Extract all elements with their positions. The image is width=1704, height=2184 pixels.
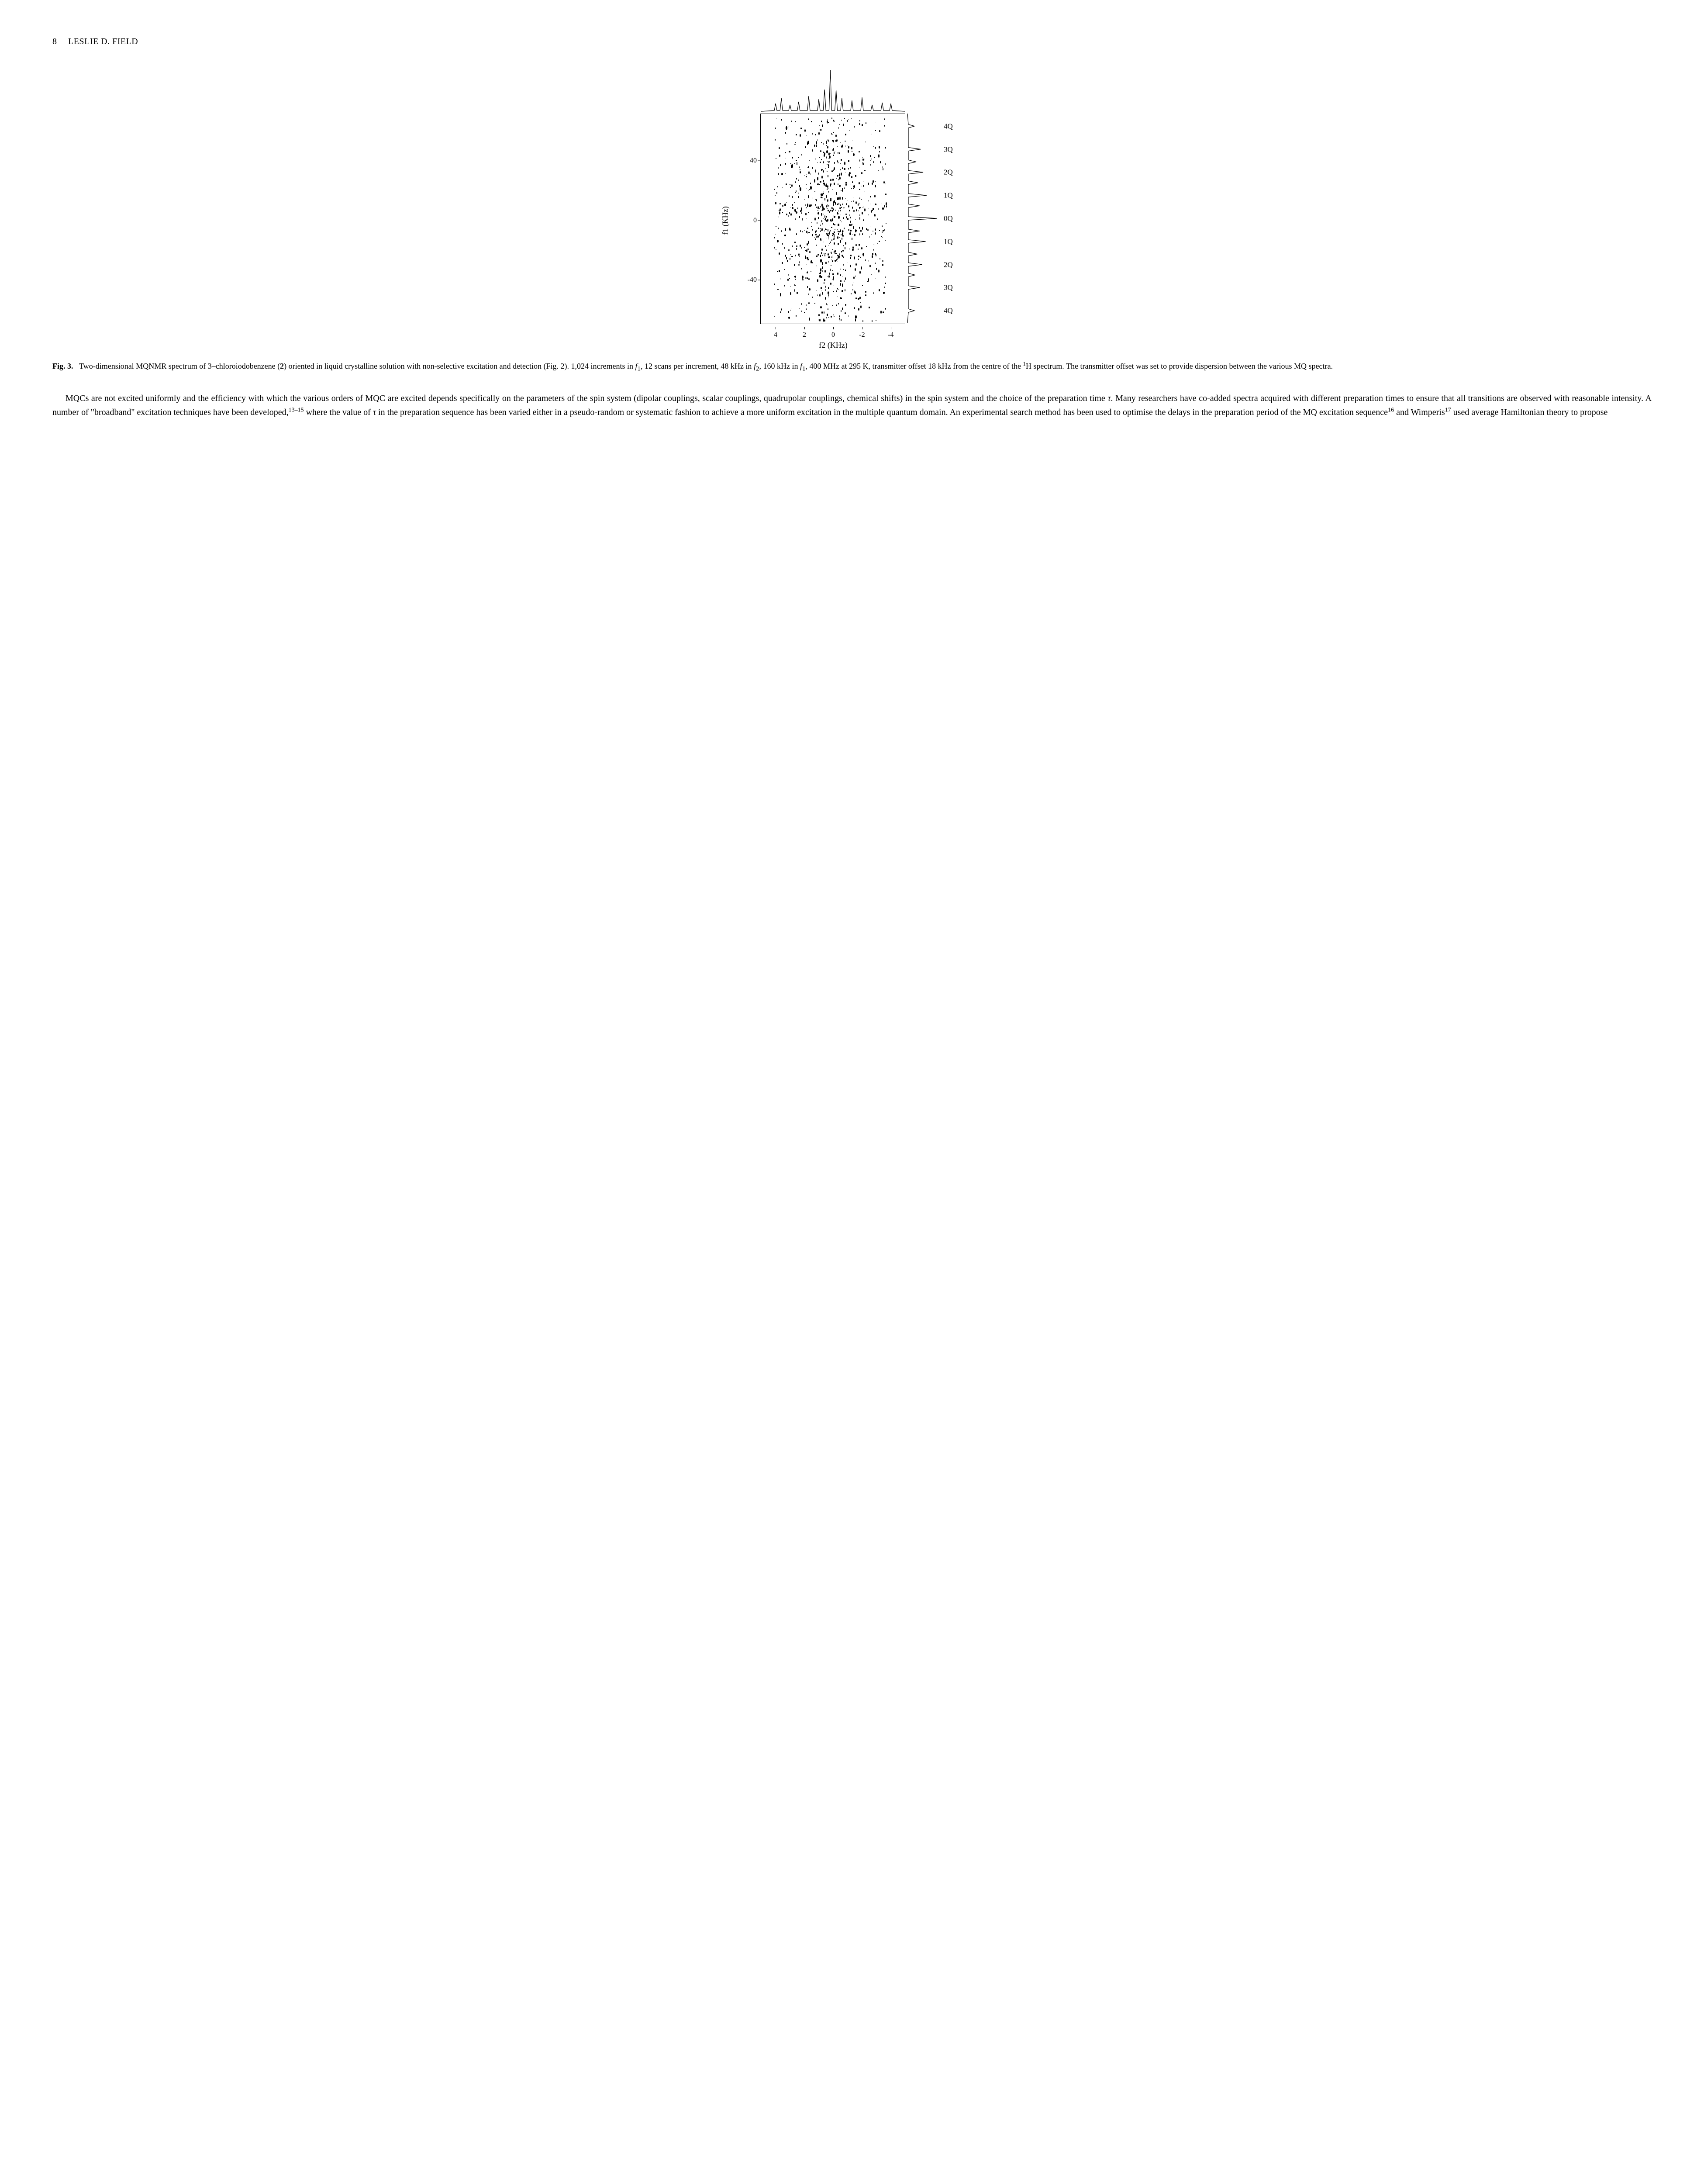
contour-plot	[760, 114, 905, 324]
quantum-order-label: 1Q	[944, 190, 953, 201]
quantum-order-label: 4Q	[944, 121, 953, 132]
y-axis: f1 (KHz) 400-40	[730, 114, 760, 327]
figure-3: f1 (KHz) 40 0 -40 4Q 3Q 2Q 1Q 0Q 1Q 2Q 3Q 4Q 4 2 0 -2…	[52, 66, 1652, 347]
top-spectrum-1d	[761, 66, 905, 114]
y-axis-label: f1 (KHz)	[720, 206, 731, 235]
quantum-order-label: 0Q	[944, 213, 953, 224]
body-paragraph: MQCs are not excited uniformly and the e…	[52, 391, 1652, 419]
quantum-order-label: 1Q	[944, 236, 953, 247]
quantum-order-label: 4Q	[944, 305, 953, 316]
quantum-order-label: 3Q	[944, 282, 953, 294]
x-tick-label: -2	[859, 330, 865, 340]
x-tick-label: -4	[888, 330, 893, 340]
header-author: LESLIE D. FIELD	[68, 37, 138, 46]
right-spectrum-1d: 4Q 3Q 2Q 1Q 0Q 1Q 2Q 3Q 4Q	[905, 114, 953, 327]
figure-caption: Fig. 3. Two-dimensional MQNMR spectrum o…	[52, 360, 1652, 374]
y-tick-label: 0	[753, 215, 757, 226]
quantum-order-label: 2Q	[944, 167, 953, 178]
quantum-order-label: 2Q	[944, 259, 953, 270]
x-tick-label: 0	[831, 330, 835, 340]
caption-label: Fig. 3.	[52, 362, 73, 370]
x-tick-label: 4	[774, 330, 777, 340]
y-tick-label: 40	[750, 156, 757, 166]
page-number: 8	[52, 37, 57, 46]
x-tick-label: 2	[803, 330, 806, 340]
x-axis-label: f2 (KHz)	[819, 339, 847, 351]
y-tick-label: -40	[748, 275, 757, 285]
x-axis: 420-2-4 f2 (KHz)	[761, 327, 905, 347]
page-header: 8 LESLIE D. FIELD	[52, 35, 1652, 48]
quantum-order-label: 3Q	[944, 144, 953, 155]
